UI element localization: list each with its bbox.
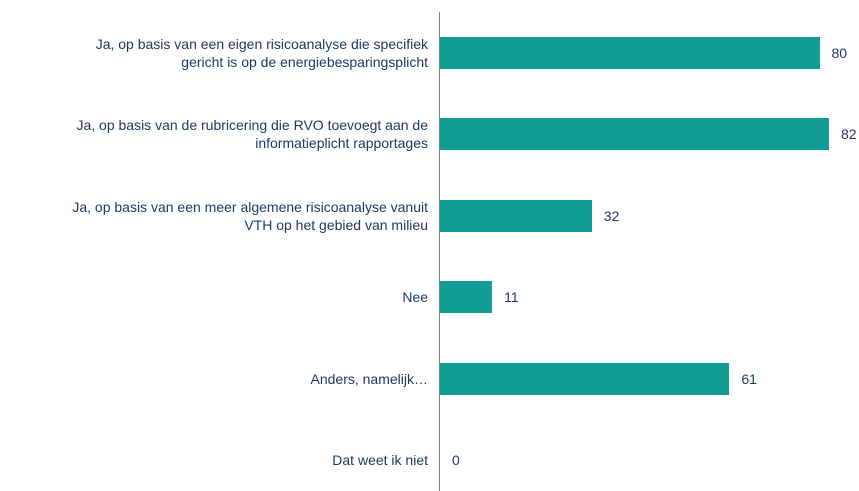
- value-label: 0: [452, 452, 460, 468]
- bar: [440, 37, 820, 69]
- value-label: 32: [603, 207, 620, 224]
- category-label: Nee: [402, 289, 428, 306]
- bar: [440, 362, 730, 395]
- value-label: 61: [741, 370, 757, 387]
- bar: [440, 281, 493, 314]
- category-axis: [439, 12, 440, 491]
- category-label: Ja, op basis van de rubricering die RVO …: [76, 117, 428, 152]
- bar: [440, 199, 592, 232]
- category-label: Ja, op basis van een eigen risicoanalyse…: [95, 36, 428, 70]
- value-label: 11: [504, 289, 519, 306]
- category-label: Dat weet ik niet: [332, 452, 428, 468]
- value-label: 80: [831, 45, 848, 61]
- bar: [440, 118, 829, 151]
- category-label: Anders, namelijk…: [310, 370, 429, 387]
- value-label: 82: [841, 126, 857, 143]
- category-label: Ja, op basis van een meer algemene risic…: [72, 198, 428, 233]
